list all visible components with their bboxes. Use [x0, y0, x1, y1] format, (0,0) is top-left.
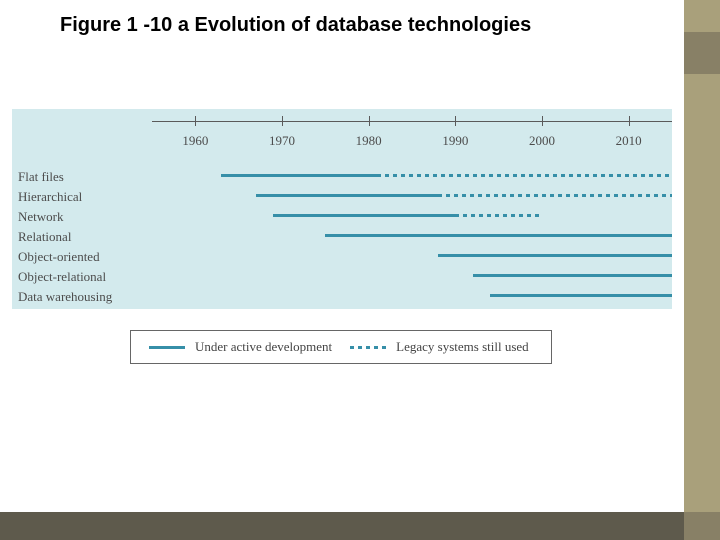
legend-item-active: Under active development	[149, 339, 332, 355]
x-axis-tick	[195, 116, 196, 126]
timeline-rows: Flat files Hierarchical Network Relational O…	[12, 167, 672, 307]
x-axis-label: 1970	[269, 133, 295, 149]
x-axis: 1960 1970 1980 1990 2000 2010	[152, 121, 672, 155]
segment-active	[490, 294, 672, 297]
footer-bar-right	[684, 512, 720, 540]
timeline-row: Data warehousing	[12, 287, 672, 307]
timeline-row: Flat files	[12, 167, 672, 187]
segment-active	[273, 214, 455, 217]
legend-label-active: Under active development	[195, 339, 332, 355]
timeline-row: Object-relational	[12, 267, 672, 287]
row-label: Network	[18, 209, 64, 225]
row-label: Relational	[18, 229, 71, 245]
legend-item-legacy: Legacy systems still used	[350, 339, 529, 355]
timeline-row: Relational	[12, 227, 672, 247]
footer-bar	[0, 512, 720, 540]
row-track	[152, 247, 672, 267]
segment-active	[438, 254, 672, 257]
x-axis-tick	[542, 116, 543, 126]
row-label: Object-oriented	[18, 249, 100, 265]
row-track	[152, 287, 672, 307]
segment-active	[473, 274, 672, 277]
segment-active	[256, 194, 438, 197]
x-axis-label: 2000	[529, 133, 555, 149]
row-label: Data warehousing	[18, 289, 112, 305]
accent-bar-right-top	[684, 32, 720, 74]
segment-active	[221, 174, 377, 177]
x-axis-tick	[369, 116, 370, 126]
x-axis-line	[152, 121, 672, 122]
accent-bar-right	[684, 0, 720, 540]
figure-title: Figure 1 -10 a Evolution of database tec…	[60, 14, 531, 37]
legend-label-legacy: Legacy systems still used	[396, 339, 529, 355]
segment-legacy	[438, 194, 672, 197]
legend: Under active development Legacy systems …	[130, 330, 552, 364]
row-track	[152, 227, 672, 247]
legend-swatch-legacy-icon	[350, 346, 386, 349]
x-axis-label: 1990	[442, 133, 468, 149]
x-axis-tick	[282, 116, 283, 126]
legend-swatch-active-icon	[149, 346, 185, 349]
row-label: Flat files	[18, 169, 64, 185]
row-track	[152, 167, 672, 187]
timeline-row: Hierarchical	[12, 187, 672, 207]
segment-legacy	[377, 174, 672, 177]
timeline-row: Object-oriented	[12, 247, 672, 267]
x-axis-tick	[455, 116, 456, 126]
segment-legacy	[455, 214, 542, 217]
row-track	[152, 187, 672, 207]
timeline-chart: 1960 1970 1980 1990 2000 2010 Flat files Hiera…	[12, 109, 672, 309]
row-label: Object-relational	[18, 269, 106, 285]
x-axis-label: 1980	[356, 133, 382, 149]
timeline-row: Network	[12, 207, 672, 227]
x-axis-label: 2010	[616, 133, 642, 149]
row-label: Hierarchical	[18, 189, 82, 205]
x-axis-label: 1960	[182, 133, 208, 149]
page: Figure 1 -10 a Evolution of database tec…	[0, 0, 720, 540]
row-track	[152, 267, 672, 287]
x-axis-tick	[629, 116, 630, 126]
segment-active	[325, 234, 672, 237]
row-track	[152, 207, 672, 227]
